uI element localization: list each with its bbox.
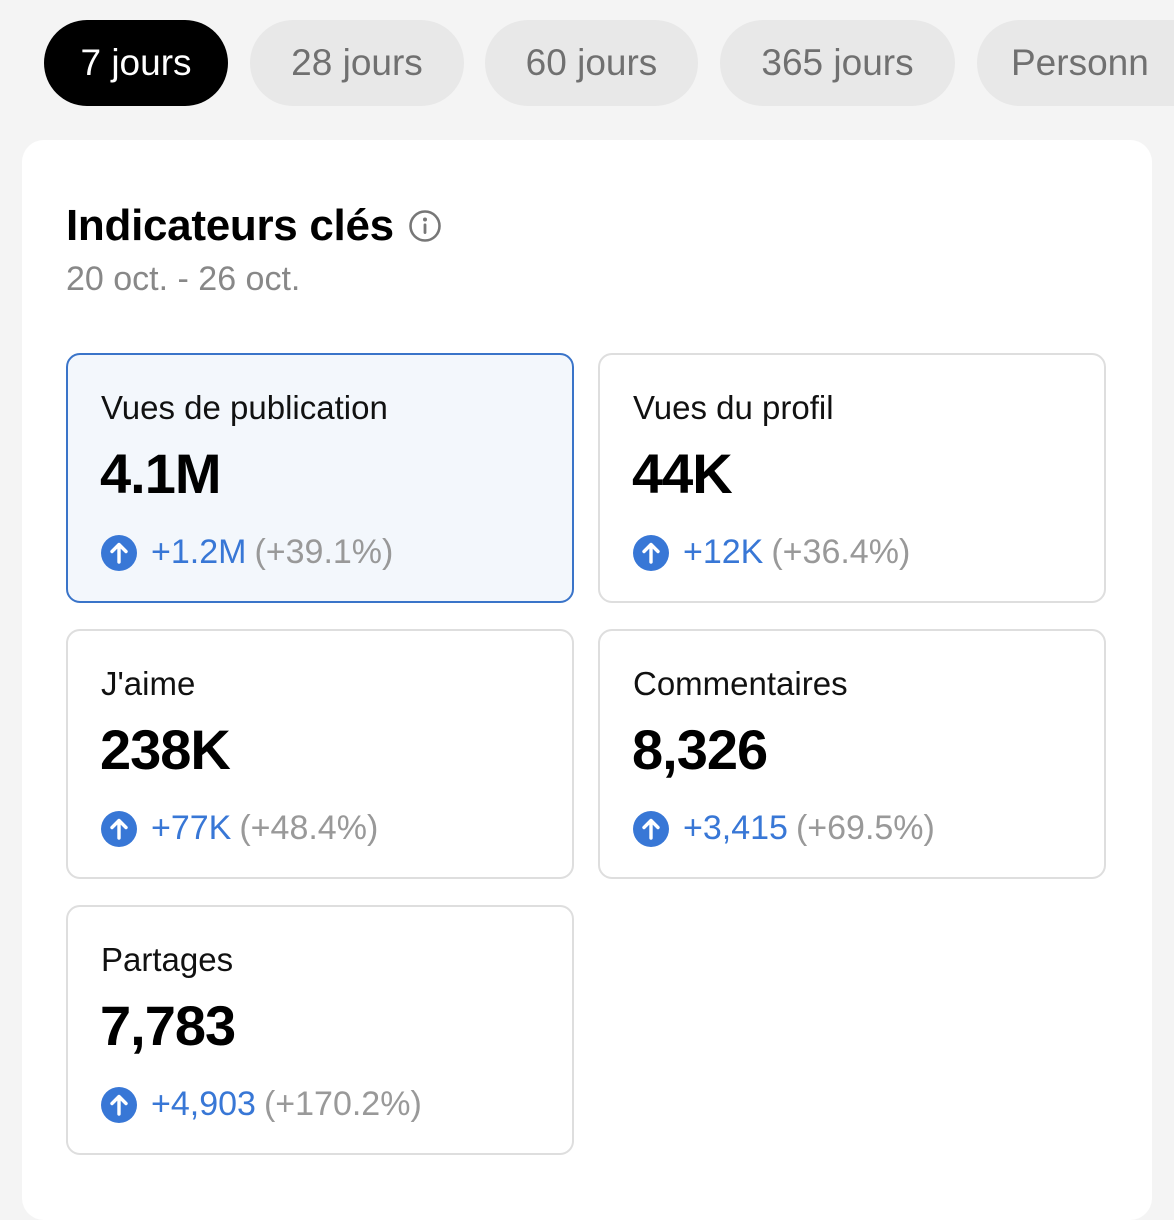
metric-delta: +3,415 (683, 809, 788, 847)
arrow-up-circle-icon (101, 810, 137, 847)
metric-percent: (+48.4%) (239, 809, 379, 847)
metric-label: Commentaires (633, 665, 848, 702)
metric-value: 238K (100, 718, 231, 781)
metric-delta: +1.2M (151, 533, 247, 571)
section-header: Indicateurs clés (66, 198, 442, 254)
tab-custom[interactable]: Personn (977, 20, 1174, 106)
metric-change: +4,903 (+170.2%) (101, 1085, 422, 1124)
arrow-up-circle-icon (633, 810, 669, 847)
metric-delta: +4,903 (151, 1085, 256, 1123)
arrow-up-circle-icon (633, 534, 669, 571)
metric-change: +77K (+48.4%) (101, 809, 378, 848)
tab-365-days[interactable]: 365 jours (720, 20, 955, 106)
metric-percent: (+39.1%) (254, 533, 394, 571)
metric-delta: +77K (151, 809, 232, 847)
metric-label: Partages (101, 941, 234, 978)
metric-value: 8,326 (632, 718, 768, 781)
metric-change: +12K (+36.4%) (633, 533, 910, 572)
metric-label: Vues du profil (633, 389, 834, 426)
metric-percent: (+69.5%) (795, 809, 935, 847)
metric-card-comments[interactable]: Commentaires 8,326 +3,415 (+69.5%) (598, 629, 1106, 879)
metric-change: +3,415 (+69.5%) (633, 809, 935, 848)
metric-card-shares[interactable]: Partages 7,783 +4,903 (+170.2%) (66, 905, 574, 1155)
metric-percent: (+36.4%) (771, 533, 911, 571)
metric-label: Vues de publication (101, 389, 388, 426)
metric-card-profile-views[interactable]: Vues du profil 44K +12K (+36.4%) (598, 353, 1106, 603)
metric-card-likes[interactable]: J'aime 238K +77K (+48.4%) (66, 629, 574, 879)
section-title: Indicateurs clés (66, 201, 394, 250)
metric-label: J'aime (101, 665, 196, 702)
key-metrics-panel: Indicateurs clés 20 oct. - 26 oct. Vues … (22, 140, 1152, 1220)
date-range-tabs: 7 jours 28 jours 60 jours 365 jours Pers… (44, 20, 1174, 108)
metric-card-post-views[interactable]: Vues de publication 4.1M +1.2M (+39.1%) (66, 353, 574, 603)
metric-value: 7,783 (100, 994, 236, 1057)
info-icon[interactable] (408, 209, 442, 243)
metric-value: 44K (632, 442, 733, 505)
metric-percent: (+170.2%) (263, 1085, 422, 1123)
arrow-up-circle-icon (101, 1086, 137, 1123)
metric-change: +1.2M (+39.1%) (101, 533, 393, 572)
metric-delta: +12K (683, 533, 764, 571)
tab-60-days[interactable]: 60 jours (485, 20, 698, 106)
metric-value: 4.1M (100, 442, 221, 505)
tab-7-days[interactable]: 7 jours (44, 20, 228, 106)
tab-28-days[interactable]: 28 jours (250, 20, 464, 106)
arrow-up-circle-icon (101, 534, 137, 571)
date-range-label: 20 oct. - 26 oct. (66, 260, 301, 298)
